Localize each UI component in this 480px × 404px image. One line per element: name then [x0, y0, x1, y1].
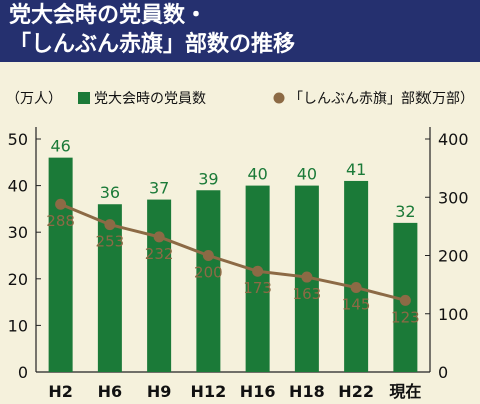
circulation-point — [202, 250, 214, 261]
left-axis-unit: （万人） — [6, 91, 62, 107]
bar-H16 — [245, 185, 270, 372]
circulation-point — [399, 294, 411, 306]
circulation-value-label: 232 — [145, 245, 174, 263]
circulation-value-label: 200 — [194, 264, 223, 282]
chart-title-line-2: 「しんぶん赤旗」部数の推移 — [9, 32, 296, 57]
bar-H6 — [97, 204, 122, 372]
x-tick-label: H16 — [240, 382, 276, 401]
left-tick-label: 40 — [8, 177, 28, 196]
right-tick-label: 300 — [438, 188, 469, 207]
circulation-point — [55, 198, 67, 210]
legend-swatch-members — [78, 92, 90, 104]
circulation-point — [350, 282, 362, 294]
bar-value-label: 39 — [198, 169, 218, 188]
bar-value-label: 32 — [395, 202, 415, 221]
right-tick-label: 100 — [438, 305, 469, 324]
x-tick-label: H9 — [147, 382, 172, 401]
bar-value-label: 37 — [149, 179, 169, 198]
circulation-value-label: 173 — [243, 279, 272, 297]
x-tick-label: H12 — [191, 382, 227, 401]
left-tick-label: 20 — [8, 270, 28, 289]
legend-label-circulation: 「しんぶん赤旗」部数 — [289, 91, 429, 107]
circulation-point — [104, 219, 116, 231]
legend-label-members: 党大会時の党員数 — [94, 91, 206, 107]
bar-value-label: 40 — [297, 165, 317, 184]
title-band: 党大会時の党員数・ 「しんぶん赤旗」部数の推移 — [0, 0, 480, 62]
x-tick-label: H6 — [98, 382, 123, 401]
circulation-point — [301, 271, 313, 283]
x-tick-label: 現在 — [389, 382, 421, 401]
x-tick-label: H18 — [289, 382, 325, 401]
left-tick-label: 0 — [18, 363, 28, 382]
circulation-value-label: 145 — [342, 296, 371, 314]
circulation-value-label: 253 — [96, 233, 125, 251]
circulation-value-label: 123 — [391, 308, 420, 326]
right-axis-unit: （万部） — [418, 91, 474, 107]
right-tick-label: 400 — [438, 130, 469, 149]
right-tick-label: 200 — [438, 247, 469, 266]
left-tick-label: 30 — [8, 223, 28, 242]
left-tick-label: 50 — [8, 130, 28, 149]
circulation-value-label: 288 — [46, 212, 75, 230]
circulation-point — [252, 265, 264, 277]
x-tick-label: H2 — [48, 382, 73, 401]
bar-H2 — [48, 157, 73, 372]
chart-title-line-1: 党大会時の党員数・ — [9, 3, 208, 28]
x-tick-label: H22 — [338, 382, 374, 401]
bar-H12 — [196, 190, 221, 372]
legend-swatch-circulation — [273, 92, 285, 104]
chart-svg: （万人） （万部） 0 10 20 30 40 50 0 100 200 300 400 党大会時の党員数… — [6, 91, 474, 401]
bar-value-label: 46 — [50, 137, 70, 156]
left-tick-label: 10 — [8, 316, 28, 335]
right-tick-label: 0 — [438, 363, 448, 382]
chart-area: （万人） （万部） 0 10 20 30 40 50 0 100 200 300 400 党大会時の党員数… — [0, 62, 480, 404]
circulation-point — [153, 231, 165, 243]
circulation-value-label: 163 — [293, 285, 322, 303]
bar-value-label: 41 — [346, 160, 366, 179]
bar-H9 — [147, 199, 172, 372]
bar-H22 — [344, 180, 369, 372]
bar-value-label: 40 — [247, 165, 267, 184]
circulation-line — [60, 202, 406, 302]
bar-value-label: 36 — [100, 183, 120, 202]
